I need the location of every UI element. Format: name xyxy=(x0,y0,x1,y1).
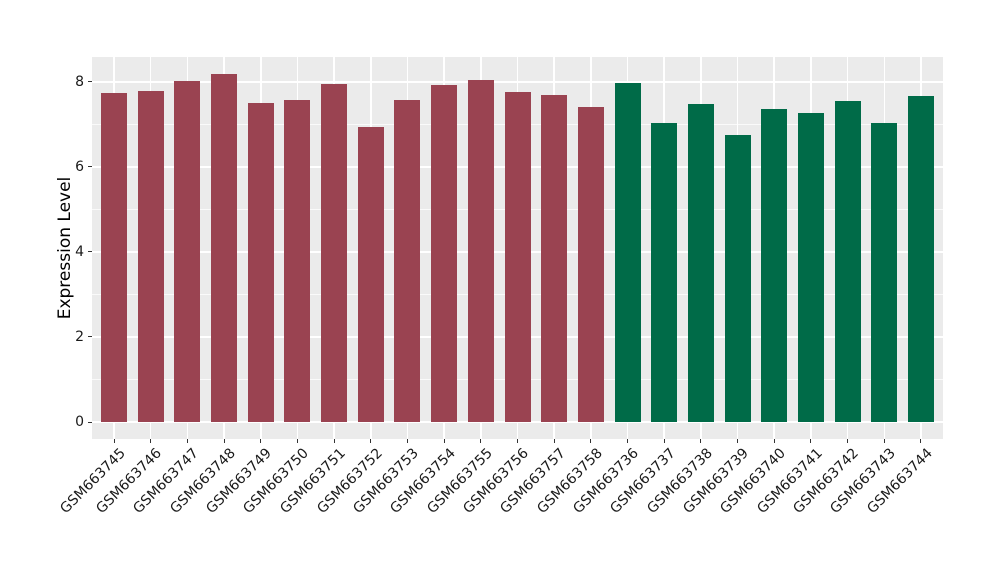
bar-GSM663739 xyxy=(724,135,751,422)
x-tick-GSM663739 xyxy=(737,439,739,443)
bar-GSM663745 xyxy=(101,93,127,422)
x-tick-GSM663749 xyxy=(260,439,262,443)
y-tick-8 xyxy=(88,81,92,83)
plot-panel xyxy=(92,57,943,439)
x-tick-GSM663750 xyxy=(296,439,298,443)
x-tick-GSM663742 xyxy=(847,439,849,443)
bar-GSM663749 xyxy=(247,102,274,422)
bar-GSM663742 xyxy=(834,100,861,422)
bar-GSM663744 xyxy=(907,96,934,422)
y-tick-label-8: 8 xyxy=(75,73,84,90)
x-tick-GSM663745 xyxy=(113,439,115,443)
y-tick-label-0: 0 xyxy=(75,414,84,430)
x-tick-GSM663757 xyxy=(553,439,555,443)
x-tick-GSM663746 xyxy=(150,439,152,443)
y-tick-label-6: 6 xyxy=(75,158,84,175)
x-tick-GSM663744 xyxy=(920,439,922,443)
y-tick-0 xyxy=(88,421,92,423)
bar-GSM663743 xyxy=(871,122,898,422)
bar-GSM663741 xyxy=(797,112,824,422)
x-tick-GSM663736 xyxy=(627,439,629,443)
bar-GSM663758 xyxy=(577,107,604,422)
bar-GSM663750 xyxy=(284,99,311,422)
bar-GSM663737 xyxy=(651,122,678,422)
bar-GSM663752 xyxy=(357,126,384,422)
bar-GSM663746 xyxy=(137,90,164,422)
x-tick-GSM663752 xyxy=(370,439,372,443)
x-tick-GSM663741 xyxy=(810,439,812,443)
bar-GSM663747 xyxy=(174,81,201,422)
x-tick-GSM663748 xyxy=(223,439,225,443)
y-tick-6 xyxy=(88,166,92,168)
x-tick-GSM663740 xyxy=(773,439,775,443)
bar-GSM663757 xyxy=(541,94,568,422)
x-tick-GSM663738 xyxy=(700,439,702,443)
bar-GSM663751 xyxy=(321,83,348,422)
bar-GSM663754 xyxy=(431,84,458,422)
x-tick-GSM663751 xyxy=(333,439,335,443)
x-tick-GSM663747 xyxy=(186,439,188,443)
bar-GSM663736 xyxy=(614,82,641,422)
y-tick-4 xyxy=(88,251,92,253)
x-tick-GSM663756 xyxy=(517,439,518,443)
x-tick-GSM663758 xyxy=(590,439,592,443)
y-tick-label-2: 2 xyxy=(75,328,84,345)
x-tick-GSM663755 xyxy=(480,439,482,443)
bar-GSM663755 xyxy=(467,79,494,422)
bar-GSM663740 xyxy=(761,108,788,422)
x-tick-GSM663743 xyxy=(883,439,885,443)
y-tick-label-4: 4 xyxy=(75,243,84,260)
x-tick-GSM663737 xyxy=(663,439,665,443)
bar-GSM663753 xyxy=(394,99,421,422)
bar-GSM663756 xyxy=(504,91,531,422)
x-tick-GSM663754 xyxy=(443,439,445,443)
x-tick-GSM663753 xyxy=(406,439,408,443)
bar-GSM663738 xyxy=(687,104,714,422)
y-tick-2 xyxy=(88,336,92,338)
bar-GSM663748 xyxy=(211,73,238,422)
